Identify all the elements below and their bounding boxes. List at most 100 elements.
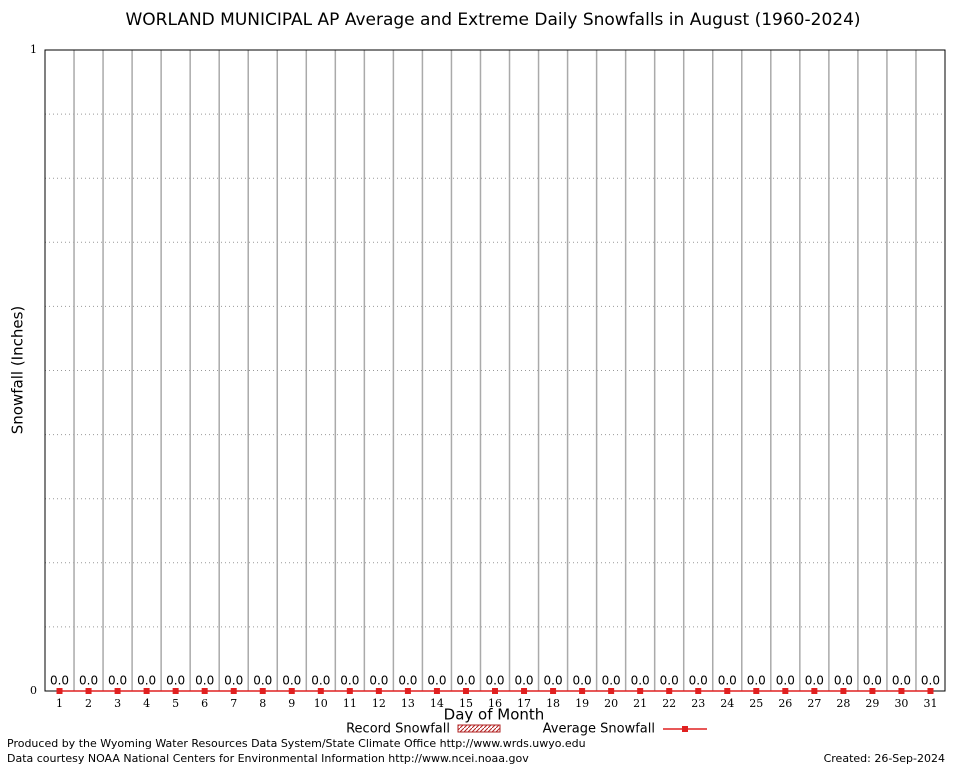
data-label: 0.0 xyxy=(805,674,824,688)
marker xyxy=(724,688,731,694)
x-tick-label: 16 xyxy=(488,697,502,710)
marker xyxy=(637,688,644,694)
marker xyxy=(898,688,905,694)
y-tick-label: 1 xyxy=(30,43,37,56)
data-label: 0.0 xyxy=(340,674,359,688)
x-tick-label: 14 xyxy=(430,697,444,710)
x-tick-label: 30 xyxy=(894,697,908,710)
legend-label: Record Snowfall xyxy=(346,722,450,737)
marker xyxy=(404,688,411,694)
footer-note: Produced by the Wyoming Water Resources … xyxy=(7,737,586,750)
data-label: 0.0 xyxy=(282,674,301,688)
data-label: 0.0 xyxy=(137,674,156,688)
x-tick-label: 31 xyxy=(923,697,937,710)
x-tick-label: 6 xyxy=(201,697,208,710)
marker xyxy=(56,688,63,694)
marker xyxy=(462,688,469,694)
x-tick-label: 2 xyxy=(85,697,92,710)
legend-swatch xyxy=(457,724,501,733)
data-label: 0.0 xyxy=(253,674,272,688)
data-label: 0.0 xyxy=(514,674,533,688)
x-tick-label: 21 xyxy=(633,697,647,710)
data-label: 0.0 xyxy=(485,674,504,688)
marker xyxy=(521,688,528,694)
footer-note: Created: 26-Sep-2024 xyxy=(824,752,945,765)
x-tick-label: 19 xyxy=(575,697,589,710)
data-label: 0.0 xyxy=(776,674,795,688)
data-label: 0.0 xyxy=(311,674,330,688)
marker xyxy=(492,688,498,694)
marker xyxy=(869,688,876,694)
y-tick-label: 0 xyxy=(30,684,37,697)
marker xyxy=(666,688,673,694)
data-label: 0.0 xyxy=(398,674,417,688)
data-label: 0.0 xyxy=(79,674,98,688)
data-label: 0.0 xyxy=(456,674,475,688)
x-tick-label: 17 xyxy=(517,697,531,710)
marker xyxy=(317,688,324,694)
data-label: 0.0 xyxy=(660,674,679,688)
x-tick-label: 5 xyxy=(172,697,179,710)
data-label: 0.0 xyxy=(573,674,592,688)
marker xyxy=(927,688,934,694)
data-label: 0.0 xyxy=(921,674,940,688)
y-axis-label: Snowfall (Inches) xyxy=(9,306,27,434)
x-tick-label: 23 xyxy=(691,697,705,710)
chart-title: WORLAND MUNICIPAL AP Average and Extreme… xyxy=(125,10,860,30)
data-label: 0.0 xyxy=(224,674,243,688)
data-label: 0.0 xyxy=(602,674,621,688)
marker xyxy=(346,688,353,694)
x-tick-label: 1 xyxy=(56,697,63,710)
marker xyxy=(114,688,121,694)
legend-label: Average Snowfall xyxy=(543,722,655,737)
data-label: 0.0 xyxy=(166,674,185,688)
x-axis-label: Day of Month xyxy=(444,706,545,724)
marker xyxy=(230,688,237,694)
x-tick-label: 25 xyxy=(749,697,763,710)
data-label: 0.0 xyxy=(863,674,882,688)
marker xyxy=(579,688,586,694)
x-tick-label: 4 xyxy=(143,697,150,710)
marker xyxy=(433,688,440,694)
data-label: 0.0 xyxy=(631,674,650,688)
x-tick-label: 28 xyxy=(836,697,850,710)
x-tick-label: 9 xyxy=(288,697,295,710)
data-label: 0.0 xyxy=(427,674,446,688)
marker xyxy=(782,688,789,694)
marker xyxy=(811,688,818,694)
x-tick-label: 29 xyxy=(865,697,879,710)
marker xyxy=(840,688,847,694)
x-tick-label: 13 xyxy=(401,697,415,710)
data-label: 0.0 xyxy=(689,674,708,688)
data-label: 0.0 xyxy=(50,674,69,688)
x-tick-label: 15 xyxy=(459,697,473,710)
marker xyxy=(550,688,557,694)
marker xyxy=(201,688,208,694)
x-tick-label: 20 xyxy=(604,697,618,710)
x-tick-label: 7 xyxy=(230,697,237,710)
x-tick-label: 24 xyxy=(720,697,734,710)
x-tick-label: 26 xyxy=(778,697,792,710)
x-tick-label: 12 xyxy=(372,697,386,710)
x-tick-label: 22 xyxy=(662,697,676,710)
marker xyxy=(695,688,702,694)
marker xyxy=(608,688,615,694)
data-label: 0.0 xyxy=(544,674,563,688)
data-label: 0.0 xyxy=(834,674,853,688)
data-label: 0.0 xyxy=(108,674,127,688)
x-tick-label: 10 xyxy=(314,697,328,710)
footer-note: Data courtesy NOAA National Centers for … xyxy=(7,752,529,765)
marker xyxy=(143,688,150,694)
x-tick-label: 27 xyxy=(807,697,821,710)
data-label: 0.0 xyxy=(892,674,911,688)
marker xyxy=(85,688,92,694)
data-label: 0.0 xyxy=(369,674,388,688)
x-tick-label: 11 xyxy=(343,697,357,710)
marker xyxy=(172,688,179,694)
data-label: 0.0 xyxy=(195,674,214,688)
data-label: 0.0 xyxy=(747,674,766,688)
marker xyxy=(288,688,295,694)
x-tick-label: 3 xyxy=(114,697,121,710)
